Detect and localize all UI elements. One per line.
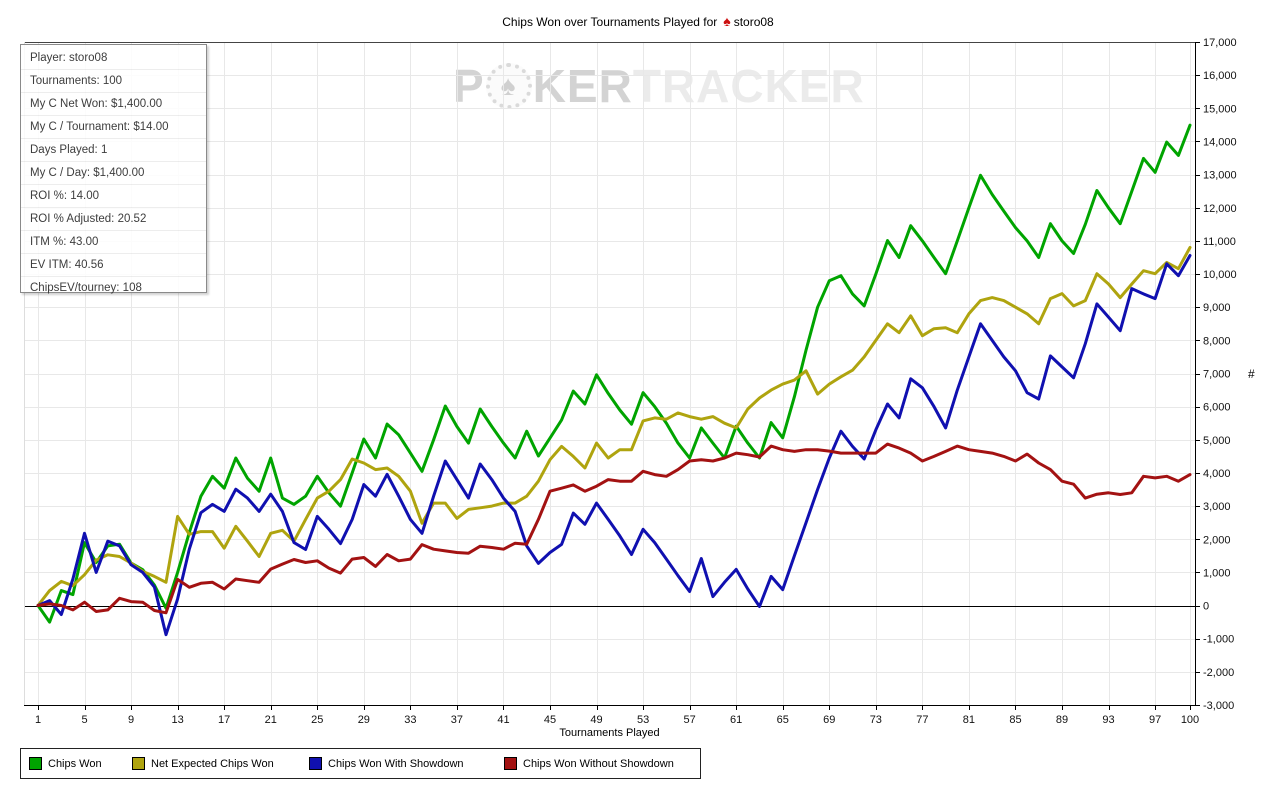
series-lines [36, 123, 1192, 637]
x-tick-label: 61 [730, 714, 742, 726]
y-tick-label: 8,000 [1203, 335, 1231, 347]
series-line-net-expected-chips-won [36, 246, 1192, 607]
x-tick-label: 45 [544, 714, 556, 726]
legend-swatch-icon [132, 757, 145, 770]
stat-row: EV ITM: 40.56 [21, 254, 206, 277]
y-tick-label: 4,000 [1203, 468, 1231, 480]
x-tick-label: 93 [1102, 714, 1114, 726]
stat-row: My C / Day: $1,400.00 [21, 162, 206, 185]
x-tick-label: 49 [590, 714, 602, 726]
legend-label: Chips Won With Showdown [328, 757, 464, 770]
y-tick-label: 1,000 [1203, 567, 1231, 579]
x-tick-label: 25 [311, 714, 323, 726]
y-tick-label: 10,000 [1203, 269, 1237, 281]
watermark-text: KER [532, 60, 633, 112]
stat-row: ROI %: 14.00 [21, 185, 206, 208]
legend-label: Chips Won Without Showdown [523, 757, 674, 770]
y-axis-title: # [1248, 367, 1255, 381]
player-name: storo08 [733, 15, 774, 29]
stat-row: My C / Tournament: $14.00 [21, 116, 206, 139]
legend-swatch-icon [309, 757, 322, 770]
pokertracker-watermark: P ♠ KER TRACKER [453, 62, 865, 110]
watermark-text: TRACKER [632, 60, 865, 112]
watermark-text: P [453, 60, 485, 112]
series-line-chips-won-with-showdown [36, 254, 1192, 637]
x-tick-label: 9 [128, 714, 134, 726]
legend-label: Net Expected Chips Won [151, 757, 274, 770]
legend-item: Chips Won [29, 757, 102, 770]
stat-row: Days Played: 1 [21, 139, 206, 162]
legend-swatch-icon [29, 757, 42, 770]
y-tick-label: 12,000 [1203, 203, 1237, 215]
y-tick-label: -3,000 [1203, 700, 1234, 712]
y-tick-label: 0 [1203, 601, 1209, 613]
stat-row: Tournaments: 100 [21, 70, 206, 93]
legend: Chips Won Net Expected Chips Won Chips Won… [20, 748, 701, 779]
x-tick-label: 69 [823, 714, 835, 726]
y-tick-label: 9,000 [1203, 302, 1231, 314]
y-tick-label: 16,000 [1203, 70, 1237, 82]
page-title: Chips Won over Tournaments Played for ♠ st… [0, 13, 1276, 29]
spade-icon: ♠ [723, 13, 731, 29]
legend-item: Chips Won Without Showdown [504, 757, 674, 770]
y-tick-label: 11,000 [1203, 236, 1236, 248]
y-tick-label: 5,000 [1203, 435, 1231, 447]
x-tick-label: 89 [1056, 714, 1068, 726]
x-tick-label: 100 [1181, 714, 1199, 726]
stat-row: ChipsEV/tourney: 108 [30, 282, 142, 294]
x-tick-label: 29 [358, 714, 370, 726]
series-line-chips-won [36, 123, 1192, 624]
y-tick-label: -2,000 [1203, 667, 1234, 679]
x-tick-label: 41 [497, 714, 509, 726]
y-tick-label: 3,000 [1203, 501, 1231, 513]
stats-panel: Player: storo08 Tournaments: 100 My C Net … [20, 44, 207, 294]
legend-swatch-icon [504, 757, 517, 770]
y-tick-label: 17,000 [1203, 37, 1237, 49]
y-axis-labels: -3,000 -2,000 -1,000 0 1,000 2,000 3,000 4,000 5… [1203, 37, 1237, 712]
x-axis-title: Tournaments Played [559, 727, 660, 739]
stat-row: My C Net Won: $1,400.00 [21, 93, 206, 116]
y-tick-label: 2,000 [1203, 534, 1231, 546]
x-tick-label: 17 [218, 714, 230, 726]
stat-row: ITM %: 43.00 [21, 231, 206, 254]
x-tick-label: 81 [963, 714, 975, 726]
x-tick-label: 53 [637, 714, 649, 726]
x-tick-label: 57 [684, 714, 696, 726]
y-tick-label: 15,000 [1203, 103, 1237, 115]
x-tick-label: 85 [1009, 714, 1021, 726]
title-text: Chips Won over Tournaments Played for [502, 15, 718, 29]
y-tick-label: 6,000 [1203, 402, 1231, 414]
x-tick-label: 1 [35, 714, 41, 726]
y-tick-label: 14,000 [1203, 136, 1237, 148]
legend-item: Net Expected Chips Won [132, 757, 274, 770]
legend-label: Chips Won [48, 757, 102, 770]
y-tick-label: 7,000 [1203, 369, 1231, 381]
x-tick-label: 73 [870, 714, 882, 726]
x-tick-label: 33 [404, 714, 416, 726]
x-tick-label: 13 [172, 714, 184, 726]
series-line-chips-won-without-showdown [36, 442, 1192, 615]
x-tick-label: 77 [916, 714, 928, 726]
legend-item: Chips Won With Showdown [309, 757, 464, 770]
x-tick-label: 65 [777, 714, 789, 726]
spade-icon: ♠ [500, 70, 517, 101]
x-tick-label: 97 [1149, 714, 1161, 726]
y-tick-label: 13,000 [1203, 170, 1237, 182]
poker-chip-icon: ♠ [485, 63, 532, 109]
y-tick-label: -1,000 [1203, 634, 1234, 646]
x-tick-label: 21 [265, 714, 277, 726]
x-tick-label: 37 [451, 714, 463, 726]
x-tick-label: 5 [81, 714, 87, 726]
axis-ticks [38, 42, 1200, 710]
stat-row: ROI % Adjusted: 20.52 [21, 208, 206, 231]
x-axis-labels: 1 5 9 13 17 21 25 29 33 37 41 45 49 53 57 61 65 69 73 77 81 8… [35, 714, 1199, 726]
stat-row: Player: storo08 [21, 47, 206, 70]
